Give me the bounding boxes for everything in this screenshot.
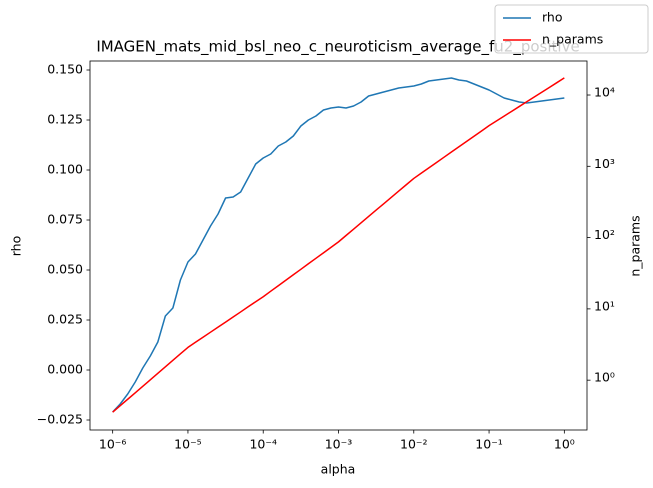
y2-tick-label: 10⁰ bbox=[594, 370, 615, 385]
y-tick-label: 0.100 bbox=[47, 162, 83, 177]
x-axis-label: alpha bbox=[321, 462, 356, 477]
y-tick-label: 0.050 bbox=[47, 262, 83, 277]
legend-label: rho bbox=[542, 10, 563, 25]
x-tick-label: 10⁰ bbox=[554, 437, 575, 452]
y-tick-label: 0.000 bbox=[47, 362, 83, 377]
x-tick-label: 10⁻⁶ bbox=[99, 437, 127, 452]
x-tick-label: 10⁻⁴ bbox=[249, 437, 277, 452]
x-tick-label: 10⁻¹ bbox=[475, 437, 503, 452]
y-tick-label: 0.125 bbox=[47, 112, 83, 127]
y-tick-label: 0.075 bbox=[47, 212, 83, 227]
legend-box bbox=[494, 4, 649, 54]
legend-label: n_params bbox=[542, 32, 603, 47]
x-tick-label: 10⁻³ bbox=[325, 437, 353, 452]
line-n-params bbox=[112, 77, 565, 413]
y-axis-label: rho bbox=[9, 236, 24, 257]
y2-axis-label: n_params bbox=[628, 215, 643, 276]
y2-tick-label: 10⁴ bbox=[594, 85, 615, 100]
y-tick-label: 0.025 bbox=[47, 312, 83, 327]
y-tick-label: −0.025 bbox=[37, 412, 83, 427]
y2-tick-label: 10¹ bbox=[594, 298, 615, 313]
x-tick-label: 10⁻⁵ bbox=[174, 437, 202, 452]
x-tick-label: 10⁻² bbox=[400, 437, 428, 452]
chart-title: IMAGEN_mats_mid_bsl_neo_c_neuroticism_av… bbox=[96, 38, 579, 57]
y2-tick-label: 10³ bbox=[594, 156, 615, 171]
y-tick-label: 0.150 bbox=[47, 62, 83, 77]
y2-tick-label: 10² bbox=[594, 227, 615, 242]
line-rho bbox=[112, 77, 565, 413]
